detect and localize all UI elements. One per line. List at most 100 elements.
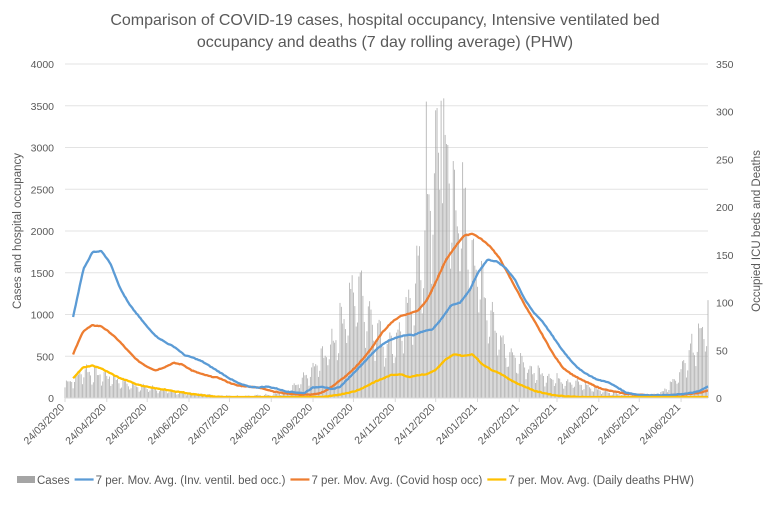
- cases-bar: [703, 339, 705, 398]
- cases-bar: [363, 321, 365, 398]
- cases-bar: [406, 302, 408, 398]
- legend-label: Cases: [37, 475, 70, 487]
- cases-bar: [336, 360, 338, 398]
- y-right-tick-label: 200: [716, 202, 734, 214]
- cases-bar: [394, 357, 396, 398]
- cases-bar: [185, 395, 187, 398]
- cases-bar: [167, 393, 168, 398]
- cases-bar: [330, 344, 331, 398]
- cases-bar: [702, 326, 704, 398]
- cases-bar: [443, 98, 445, 399]
- cases-bar: [296, 384, 298, 398]
- cases-bar: [313, 366, 315, 398]
- cases-bar: [537, 365, 539, 398]
- cases-bar: [335, 340, 337, 398]
- cases-bar: [390, 335, 392, 398]
- cases-bar: [176, 394, 178, 398]
- cases-bar: [677, 382, 679, 398]
- cases-bar: [187, 394, 189, 398]
- y-right-tick-label: 250: [716, 154, 734, 166]
- gridlines: [65, 63, 708, 357]
- cases-bar: [118, 383, 120, 398]
- cases-bar: [429, 210, 431, 398]
- cases-bar: [355, 326, 357, 398]
- cases-bar: [334, 342, 336, 398]
- cases-bar: [389, 332, 391, 398]
- cases-bar: [463, 188, 465, 398]
- legend-item: 7 per. Mov. Avg. (Inv. ventil. bed occ.): [74, 475, 286, 487]
- cases-bar: [110, 385, 112, 398]
- cases-bar: [584, 382, 586, 398]
- cases-bar: [464, 187, 466, 398]
- cases-bar: [76, 372, 78, 398]
- cases-bar: [673, 379, 675, 398]
- cases-bar: [177, 393, 179, 398]
- cases-bar: [145, 385, 147, 398]
- cases-bar: [545, 382, 547, 398]
- cases-bar: [342, 323, 344, 398]
- cases-bar: [301, 377, 303, 398]
- cases-bar: [328, 359, 330, 398]
- cases-bar: [696, 351, 698, 398]
- y-right-tick-label: 150: [716, 250, 734, 262]
- cases-bar: [277, 393, 279, 398]
- moving-average-lines: [71, 232, 709, 399]
- cases-bar: [513, 355, 515, 398]
- cases-bar: [165, 390, 167, 398]
- cases-bar: [99, 374, 101, 398]
- cases-bar: [518, 363, 520, 398]
- cases-bar: [432, 234, 434, 398]
- chart-title-line-1: Comparison of COVID-19 cases, hospital o…: [110, 12, 659, 29]
- cases-bar: [567, 379, 569, 398]
- cases-bar: [103, 372, 105, 398]
- cases-bar: [276, 393, 278, 398]
- cases-bar: [189, 392, 191, 398]
- cases-bar: [560, 382, 562, 398]
- cases-bar: [543, 375, 544, 398]
- cases-bar: [405, 297, 407, 398]
- cases-bar: [105, 370, 106, 398]
- cases-bar: [191, 393, 193, 398]
- x-axis-ticks: 24/03/202024/04/202024/05/202024/06/2020…: [21, 398, 683, 447]
- cases-bar: [522, 362, 524, 398]
- cases-bar: [322, 346, 323, 398]
- cases-bar: [106, 375, 108, 398]
- cases-bar: [704, 351, 706, 398]
- cases-bar: [305, 374, 307, 398]
- cases-bar: [184, 392, 186, 398]
- cases-bar: [350, 288, 352, 398]
- cases-bar: [509, 352, 511, 398]
- cases-bar: [115, 379, 117, 398]
- cases-bar: [551, 378, 553, 398]
- y-right-tick-label: 350: [716, 59, 734, 71]
- cases-bar: [381, 344, 383, 398]
- cases-bar: [556, 373, 558, 398]
- cases-bar: [366, 331, 368, 398]
- cases-bar: [117, 378, 118, 398]
- cases-bar: [142, 383, 144, 398]
- cases-bar: [397, 329, 399, 398]
- cases-bar: [396, 332, 398, 398]
- cases-bar: [570, 382, 571, 398]
- cases-bar: [94, 366, 96, 398]
- cases-bar: [467, 269, 469, 398]
- cases-bar: [664, 388, 666, 398]
- cases-bar: [65, 380, 67, 398]
- cases-bar: [82, 384, 83, 398]
- x-tick-label: 24/03/2021: [513, 402, 559, 448]
- legend-label: 7 per. Mov. Avg. (Covid hosp occ): [311, 475, 482, 487]
- cases-bar: [129, 389, 131, 398]
- cases-bar: [122, 377, 124, 398]
- cases-bar: [297, 384, 299, 398]
- cases-bar: [588, 387, 590, 398]
- cases-bar: [491, 301, 493, 398]
- cases-bar: [458, 233, 460, 398]
- cases-bar: [373, 340, 375, 398]
- cases-bar: [293, 383, 295, 398]
- cases-bar: [517, 373, 519, 398]
- cases-bar: [700, 328, 702, 398]
- cases-bar: [440, 100, 442, 399]
- cases-bar: [409, 298, 411, 398]
- cases-bar: [138, 391, 140, 398]
